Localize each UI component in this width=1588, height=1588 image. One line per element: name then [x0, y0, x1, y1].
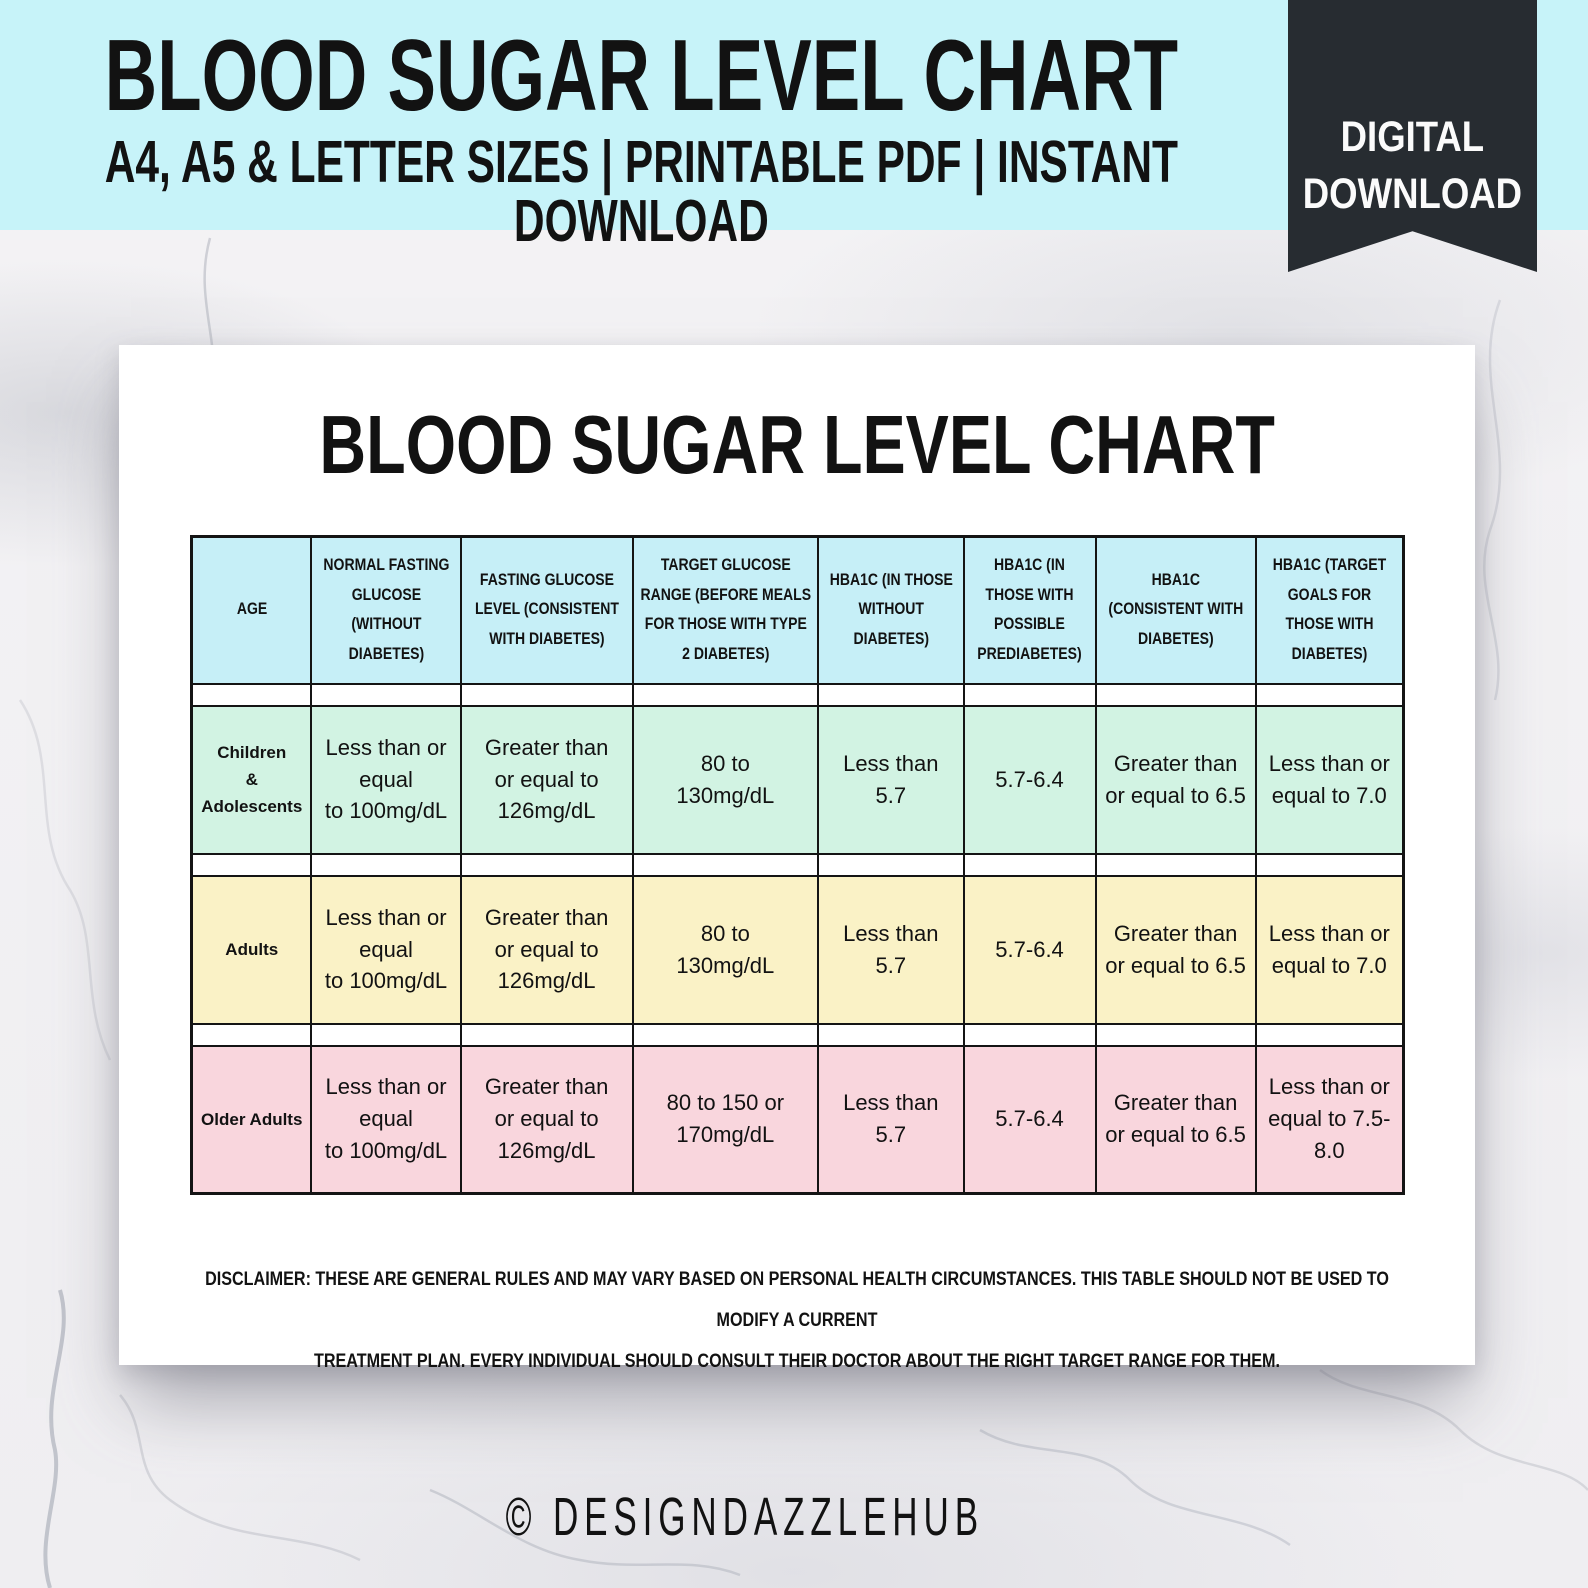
disclaimer-text-inner: DISCLAIMER: THESE ARE GENERAL RULES AND … — [205, 1268, 1389, 1372]
spacer-cell — [1094, 852, 1257, 877]
header-text: TARGET GLUCOSE RANGE (BEFORE MEALS FOR T… — [640, 555, 811, 663]
ribbon-label-text: DIGITAL DOWNLOAD — [1302, 113, 1523, 219]
watermark-brand: © DESIGNDAZZLEHUB — [0, 1486, 1490, 1548]
value-cell: Less than 5.7 — [817, 874, 965, 1025]
value-cell: 80 to 150 or 170mg/dL — [631, 1044, 820, 1195]
page-title: BLOOD SUGAR LEVEL CHART — [119, 403, 1475, 486]
spacer-cell — [962, 682, 1097, 707]
digital-download-ribbon: DIGITAL DOWNLOAD — [1288, 0, 1537, 272]
value-cell: 80 to 130mg/dL — [631, 704, 820, 855]
spacer-cell — [631, 682, 820, 707]
spacer-cell — [962, 852, 1097, 877]
spacer-cell — [190, 1022, 313, 1047]
header-text: HBA1C (TARGET GOALS FOR THOSE WITH DIABE… — [1272, 555, 1387, 663]
spacer-cell — [1094, 682, 1257, 707]
spacer-cell — [310, 1022, 462, 1047]
spacer-cell — [459, 852, 634, 877]
spacer-cell — [459, 1022, 634, 1047]
value-cell: Less than or equal to 100mg/dL — [310, 874, 462, 1025]
value-cell: Less than 5.7 — [817, 704, 965, 855]
header-text: FASTING GLUCOSE LEVEL (CONSISTENT WITH D… — [474, 570, 619, 649]
header-text: HBA1C (IN THOSE WITHOUT DIABETES) — [829, 570, 953, 649]
table-header-row: AGE NORMAL FASTING GLUCOSE (WITHOUT DIAB… — [190, 535, 1405, 685]
value-cell: Less than or equal to 7.5- 8.0 — [1254, 1044, 1405, 1195]
value-cell: Less than 5.7 — [817, 1044, 965, 1195]
table-row-adults: Adults Less than or equal to 100mg/dL Gr… — [190, 874, 1405, 1025]
spacer-cell — [817, 1022, 965, 1047]
value-cell: 5.7-6.4 — [962, 704, 1097, 855]
spacer-cell — [459, 682, 634, 707]
value-cell: Less than or equal to 7.0 — [1254, 874, 1405, 1025]
spacer-cell — [1094, 1022, 1257, 1047]
watermark-brand-text: © DESIGNDAZZLEHUB — [505, 1487, 985, 1547]
age-cell: Older Adults — [190, 1044, 313, 1195]
spacer-cell — [962, 1022, 1097, 1047]
header-text: NORMAL FASTING GLUCOSE (WITHOUT DIABETES… — [323, 555, 450, 663]
spacer-cell — [1254, 1022, 1405, 1047]
column-header-hba1c-without: HBA1C (IN THOSE WITHOUT DIABETES) — [817, 535, 965, 685]
value-cell: Greater than or equal to 6.5 — [1094, 1044, 1257, 1195]
table-row-children: Children & Adolescents Less than or equa… — [190, 704, 1405, 855]
value-cell: Greater than or equal to 6.5 — [1094, 874, 1257, 1025]
disclaimer-text: DISCLAIMER: THESE ARE GENERAL RULES AND … — [172, 1219, 1422, 1423]
value-cell: 5.7-6.4 — [962, 1044, 1097, 1195]
spacer-cell — [1254, 852, 1405, 877]
spacer-row — [190, 852, 1405, 877]
spacer-cell — [631, 852, 820, 877]
value-cell: Less than or equal to 100mg/dL — [310, 704, 462, 855]
spacer-row — [190, 682, 1405, 707]
value-cell: 80 to 130mg/dL — [631, 874, 820, 1025]
header-text: HBA1C (IN THOSE WITH POSSIBLE PREDIABETE… — [977, 555, 1082, 663]
column-header-hba1c-prediabetes: HBA1C (IN THOSE WITH POSSIBLE PREDIABETE… — [962, 535, 1097, 685]
spacer-cell — [310, 682, 462, 707]
spacer-cell — [631, 1022, 820, 1047]
spacer-cell — [190, 682, 313, 707]
spacer-cell — [817, 852, 965, 877]
column-header-hba1c-target: HBA1C (TARGET GOALS FOR THOSE WITH DIABE… — [1254, 535, 1405, 685]
value-cell: Less than or equal to 7.0 — [1254, 704, 1405, 855]
blood-sugar-table: AGE NORMAL FASTING GLUCOSE (WITHOUT DIAB… — [190, 535, 1405, 1195]
value-cell: Less than or equal to 100mg/dL — [310, 1044, 462, 1195]
value-cell: Greater than or equal to 6.5 — [1094, 704, 1257, 855]
ribbon-label: DIGITAL DOWNLOAD — [1288, 52, 1537, 272]
header-text: AGE — [236, 600, 267, 619]
spacer-cell — [190, 852, 313, 877]
header-text: HBA1C (CONSISTENT WITH DIABETES) — [1108, 570, 1243, 649]
spacer-row — [190, 1022, 1405, 1047]
page-title-text: BLOOD SUGAR LEVEL CHART — [319, 398, 1275, 491]
table-row-older-adults: Older Adults Less than or equal to 100mg… — [190, 1044, 1405, 1195]
printable-page: BLOOD SUGAR LEVEL CHART AGE NORMAL FASTI… — [119, 345, 1475, 1372]
spacer-cell — [817, 682, 965, 707]
banner-text-block: BLOOD SUGAR LEVEL CHART A4, A5 & LETTER … — [0, 0, 1282, 251]
banner-title-text: BLOOD SUGAR LEVEL CHART — [104, 20, 1178, 132]
banner-title: BLOOD SUGAR LEVEL CHART — [0, 26, 1282, 127]
column-header-age: AGE — [190, 535, 313, 685]
age-cell: Children & Adolescents — [190, 704, 313, 855]
age-cell: Adults — [190, 874, 313, 1025]
value-cell: Greater than or equal to 126mg/dL — [459, 704, 634, 855]
value-cell: Greater than or equal to 126mg/dL — [459, 1044, 634, 1195]
value-cell: Greater than or equal to 126mg/dL — [459, 874, 634, 1025]
column-header-fasting-diabetes: FASTING GLUCOSE LEVEL (CONSISTENT WITH D… — [459, 535, 634, 685]
column-header-normal-fasting: NORMAL FASTING GLUCOSE (WITHOUT DIABETES… — [310, 535, 462, 685]
banner-subtitle: A4, A5 & LETTER SIZES | PRINTABLE PDF | … — [0, 133, 1282, 251]
spacer-cell — [310, 852, 462, 877]
spacer-cell — [1254, 682, 1405, 707]
column-header-hba1c-diabetes: HBA1C (CONSISTENT WITH DIABETES) — [1094, 535, 1257, 685]
column-header-target-range: TARGET GLUCOSE RANGE (BEFORE MEALS FOR T… — [631, 535, 820, 685]
banner-subtitle-text: A4, A5 & LETTER SIZES | PRINTABLE PDF | … — [104, 129, 1178, 254]
value-cell: 5.7-6.4 — [962, 874, 1097, 1025]
